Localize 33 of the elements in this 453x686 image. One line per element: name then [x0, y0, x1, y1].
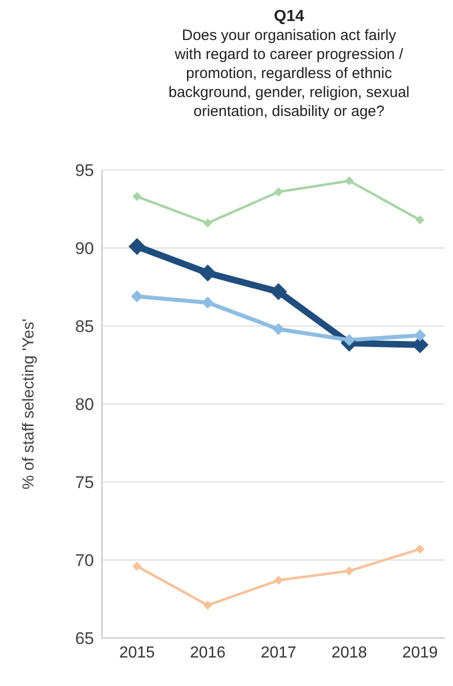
y-tick-label: 95	[75, 161, 94, 180]
y-tick-label: 70	[75, 551, 94, 570]
point	[274, 187, 283, 196]
point	[203, 218, 212, 228]
point	[344, 176, 354, 186]
point	[416, 544, 424, 554]
x-tick-label: 2016	[190, 644, 226, 662]
point	[199, 264, 216, 282]
y-tick-label: 65	[75, 629, 94, 648]
chart-subtitle: Does your organisation act fairly with regard to career progression / promotion, regardless of ethnic background, gender, religion, sexual orientation, disability or age?	[168, 26, 410, 121]
y-tick-label: 90	[75, 239, 94, 258]
y-tick-label: 80	[75, 395, 94, 414]
point	[202, 296, 214, 309]
y-tick-label: 75	[75, 473, 94, 492]
x-tick-label: 2017	[260, 644, 296, 662]
x-tick-label: 2018	[331, 644, 368, 662]
point	[128, 238, 146, 255]
point	[344, 566, 354, 576]
point	[131, 290, 143, 302]
point	[274, 576, 283, 585]
x-tick-label: 2015	[119, 644, 155, 662]
point	[272, 323, 284, 336]
point	[132, 192, 142, 202]
point	[132, 562, 142, 571]
point	[203, 600, 212, 610]
y-axis-title: % of staff selecting 'Yes'	[20, 318, 38, 490]
point	[414, 329, 426, 342]
point	[270, 283, 287, 300]
point	[416, 215, 424, 224]
point	[343, 334, 356, 346]
chart-title: Q14	[272, 8, 306, 26]
x-tick-label: 2019	[402, 644, 438, 662]
y-tick-label: 85	[75, 317, 94, 336]
